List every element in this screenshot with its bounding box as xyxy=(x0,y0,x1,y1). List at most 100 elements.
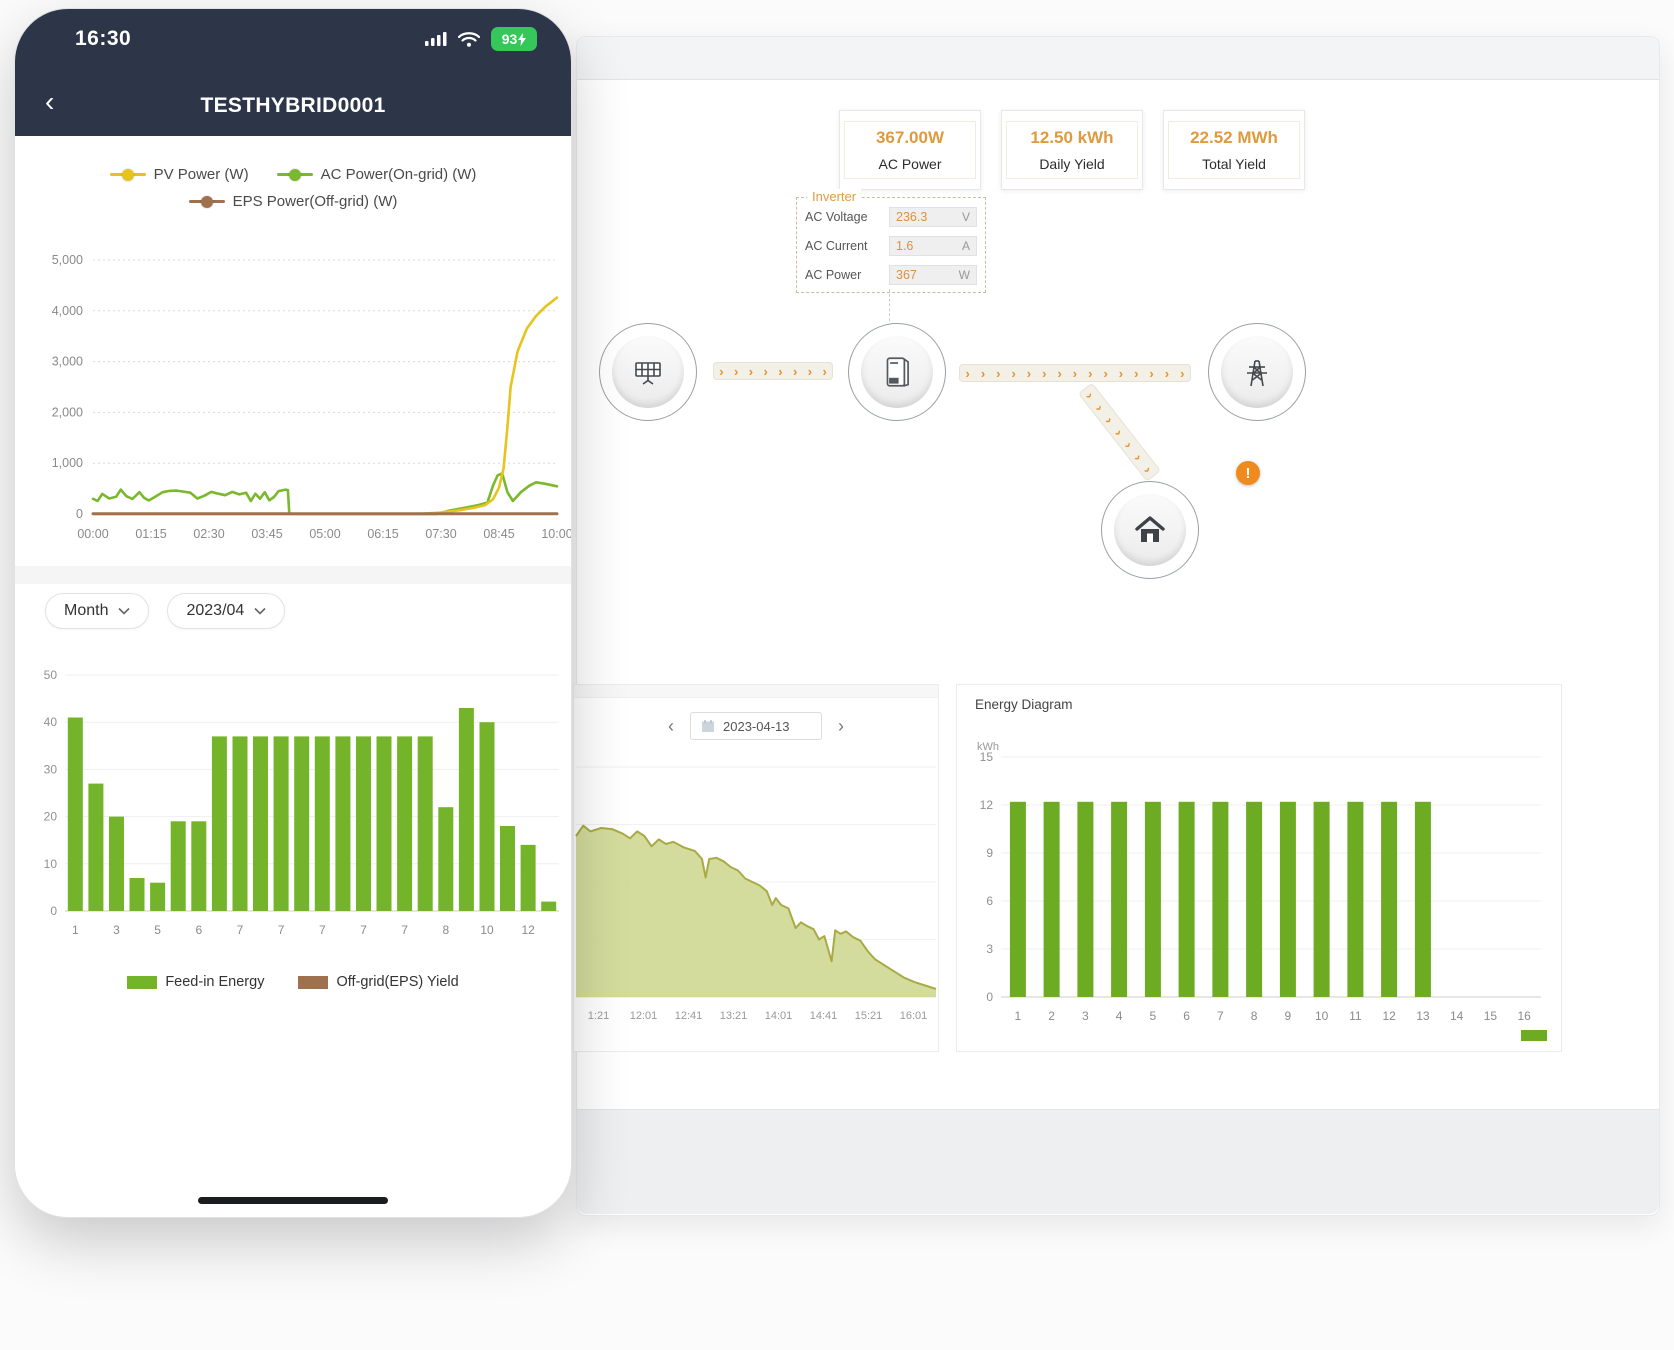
power-line-chart: 0 1,000 2,000 3,000 4,000 5,000 00:00 01:15 02:3… xyxy=(52,253,571,541)
chevron-down-icon xyxy=(118,607,131,615)
ac-voltage-label: AC Voltage xyxy=(805,210,868,224)
total-yield-label: Total Yield xyxy=(1202,156,1266,172)
charging-bolt-icon xyxy=(518,32,527,46)
svg-text:7: 7 xyxy=(1217,1009,1224,1023)
ac-power-box: 367 W xyxy=(889,265,977,285)
ac-power-row-value: 367 xyxy=(896,268,917,282)
stat-card-ac-power: 367.00W AC Power xyxy=(839,110,981,190)
phone-body: PV Power (W) AC Power(On-grid) (W) EPS P… xyxy=(15,136,571,1216)
daily-yield-value: 12.50 kWh xyxy=(1030,128,1114,147)
solar-panel-icon xyxy=(612,336,684,408)
stat-card-daily-yield: 12.50 kWh Daily Yield xyxy=(1001,110,1143,190)
svg-text:5,000: 5,000 xyxy=(52,253,83,267)
legend-item-eps: EPS Power(Off-grid) (W) xyxy=(188,193,397,210)
total-yield-value: 22.52 MWh xyxy=(1190,128,1278,147)
feed-in-swatch xyxy=(127,975,158,989)
grid-node xyxy=(1208,323,1306,421)
stat-card-total-yield: 22.52 MWh Total Yield xyxy=(1163,110,1305,190)
period-dropdown[interactable]: Month xyxy=(45,593,150,629)
svg-text:12:01: 12:01 xyxy=(630,1010,658,1022)
svg-text:12: 12 xyxy=(980,798,994,812)
svg-text:3,000: 3,000 xyxy=(52,355,83,369)
ac-current-unit: A xyxy=(961,239,970,253)
inverter-tooltip-panel: Inverter AC Voltage 236.3 V AC Current 1… xyxy=(796,189,986,293)
day-area-chart: 1:21 12:01 12:41 13:21 14:01 14:41 15:21 16:01 xyxy=(575,766,937,1022)
svg-text:6: 6 xyxy=(986,894,993,908)
svg-text:7: 7 xyxy=(278,923,285,937)
phone-nav-bar: ‹ TESTHYBRID0001 xyxy=(15,86,571,122)
house-node xyxy=(1101,481,1199,579)
inverter-row-voltage: AC Voltage 236.3 V xyxy=(805,207,977,227)
off-grid-label: Off-grid(EPS) Yield xyxy=(336,974,459,990)
svg-text:30: 30 xyxy=(44,762,58,776)
ac-voltage-value: 236.3 xyxy=(896,210,928,224)
svg-text:6: 6 xyxy=(195,923,202,937)
inverter-node xyxy=(848,323,946,421)
svg-text:12:41: 12:41 xyxy=(675,1010,703,1022)
home-indicator[interactable] xyxy=(198,1197,388,1204)
next-day-button[interactable]: › xyxy=(838,716,844,736)
svg-text:10:00: 10:00 xyxy=(541,527,571,541)
svg-text:11: 11 xyxy=(1349,1009,1362,1023)
svg-text:3: 3 xyxy=(986,942,993,956)
month-value: 2023/04 xyxy=(186,602,245,619)
inverter-row-power: AC Power 367 W xyxy=(805,265,977,285)
prev-day-button[interactable]: ‹ xyxy=(668,716,674,736)
energy-legend: Feed-in Energy Off-grid(EPS) Yield xyxy=(15,974,571,990)
svg-text:7: 7 xyxy=(319,923,326,937)
svg-text:2: 2 xyxy=(1048,1009,1055,1023)
inverter-tooltip-pointer xyxy=(889,289,890,321)
ac-legend-label: AC Power(On-grid) (W) xyxy=(320,166,477,183)
svg-text:4: 4 xyxy=(1116,1009,1123,1023)
svg-text:7: 7 xyxy=(360,923,367,937)
legend-item-off-grid: Off-grid(EPS) Yield xyxy=(298,974,459,990)
period-value: Month xyxy=(64,602,109,619)
svg-text:03:45: 03:45 xyxy=(251,527,282,541)
desktop-window: 367.00W AC Power 12.50 kWh Daily Yield 2… xyxy=(573,36,1660,1216)
flow-arrows-to-house: › › › › › › › xyxy=(1077,382,1162,482)
svg-text:0: 0 xyxy=(50,904,57,918)
ac-current-label: AC Current xyxy=(805,239,868,253)
calendar-icon xyxy=(702,720,714,732)
status-bar: 16:30 93 xyxy=(75,27,537,51)
svg-text:1,000: 1,000 xyxy=(52,456,83,470)
month-bar-chart: 0 10 20 30 40 50 1 3 5 6 7 7 7 7 7 8 10 12 xyxy=(44,668,559,937)
svg-text:00:00: 00:00 xyxy=(77,527,108,541)
svg-text:7: 7 xyxy=(237,923,244,937)
chart-filters: Month 2023/04 xyxy=(45,593,286,629)
phone-header: 16:30 93 xyxy=(15,9,571,136)
svg-text:0: 0 xyxy=(986,990,993,1004)
day-panel-strip xyxy=(574,685,938,698)
inverter-icon xyxy=(861,336,933,408)
energy-legend-swatch xyxy=(1521,1030,1547,1041)
svg-text:9: 9 xyxy=(1285,1009,1292,1023)
legend-item-ac: AC Power(On-grid) (W) xyxy=(276,166,477,183)
eps-legend-swatch xyxy=(188,195,225,208)
inverter-row-current: AC Current 1.6 A xyxy=(805,236,977,256)
inverter-panel-title: Inverter xyxy=(807,189,862,204)
ac-current-box: 1.6 A xyxy=(889,236,977,256)
selected-date: 2023-04-13 xyxy=(723,718,790,734)
svg-text:14:01: 14:01 xyxy=(765,1010,793,1022)
back-button[interactable]: ‹ xyxy=(45,86,55,117)
svg-text:12: 12 xyxy=(1382,1009,1396,1023)
pv-node xyxy=(599,323,697,421)
date-picker[interactable]: 2023-04-13 xyxy=(690,712,822,740)
svg-text:0: 0 xyxy=(76,507,83,521)
svg-text:1: 1 xyxy=(1015,1009,1022,1023)
svg-text:16:01: 16:01 xyxy=(900,1010,928,1022)
device-title: TESTHYBRID0001 xyxy=(200,94,386,117)
off-grid-swatch xyxy=(298,975,329,989)
svg-text:3: 3 xyxy=(1082,1009,1089,1023)
ac-power-row-label: AC Power xyxy=(805,268,862,282)
svg-text:7: 7 xyxy=(401,923,408,937)
svg-text:8: 8 xyxy=(442,923,449,937)
day-chart-panel: ‹ 2023-04-13 › 1:21 12:01 12:41 13:21 14:01 1… xyxy=(573,684,939,1052)
month-dropdown[interactable]: 2023/04 xyxy=(167,593,286,629)
flow-arrows-inverter-to-grid: › › › › › › › › › › › › › › › xyxy=(959,364,1191,382)
alert-badge[interactable]: ! xyxy=(1236,461,1260,485)
window-footer-band xyxy=(577,1109,1659,1214)
svg-text:08:45: 08:45 xyxy=(483,527,514,541)
phone-frame: 16:30 93 xyxy=(14,8,572,1218)
